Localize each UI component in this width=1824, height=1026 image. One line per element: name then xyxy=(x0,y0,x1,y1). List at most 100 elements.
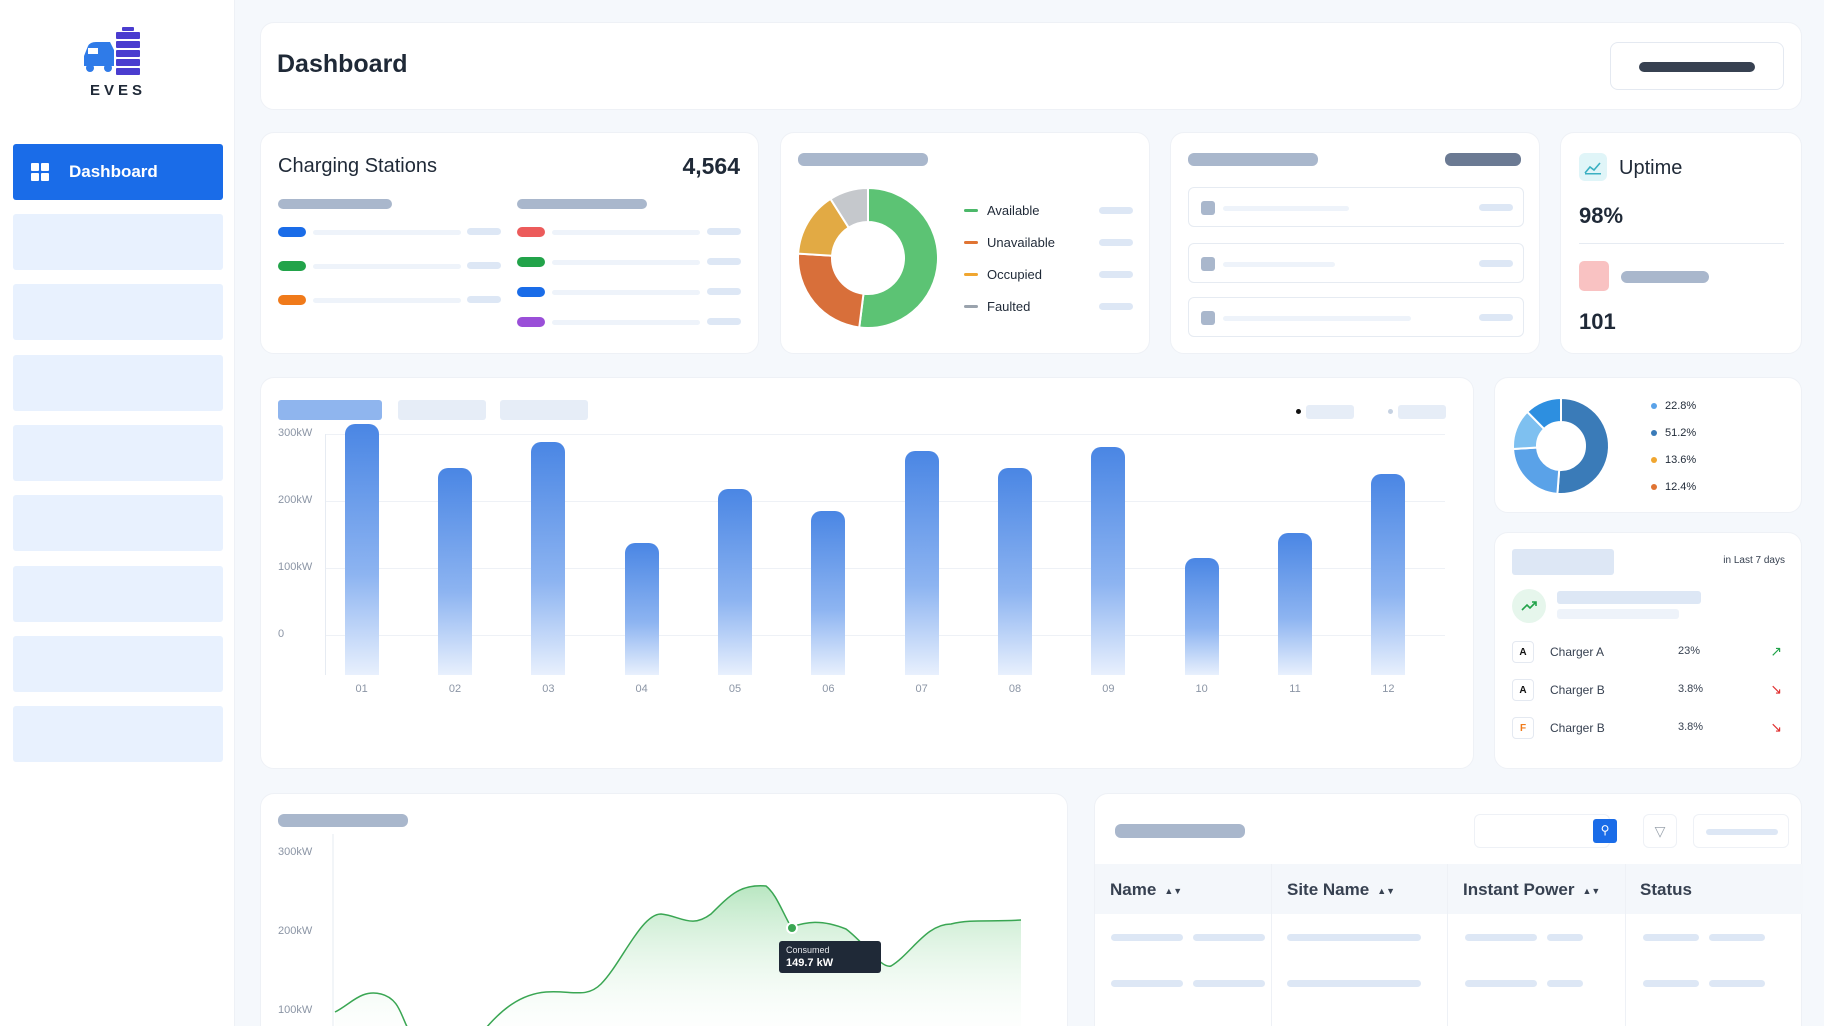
y-tick-label: 200kW xyxy=(278,494,313,506)
status-donut-chart xyxy=(797,187,939,329)
grid-line xyxy=(325,434,1445,435)
trend-up-icon: ↗ xyxy=(1770,643,1782,659)
trend-down-icon: ↘ xyxy=(1770,681,1782,697)
chart-point[interactable] xyxy=(786,922,798,934)
chart-bar[interactable] xyxy=(1091,446,1126,675)
legend-faulted: Faulted xyxy=(964,299,1030,314)
sidebar-item[interactable] xyxy=(13,636,223,692)
filter-select[interactable] xyxy=(1693,814,1789,848)
donut-slice[interactable] xyxy=(1556,396,1610,495)
x-tick-label: 12 xyxy=(1382,683,1395,695)
share-item: 13.6% xyxy=(1651,454,1696,466)
filter-icon[interactable]: ▽ xyxy=(1643,814,1677,848)
chart-bar[interactable] xyxy=(718,488,752,675)
brand-logo[interactable]: EVES xyxy=(80,26,156,106)
column-header-name[interactable]: Name ▲▼ xyxy=(1110,880,1183,899)
trend-down-icon: ↘ xyxy=(1770,719,1782,735)
share-card: 22.8% 51.2% 13.6% 12.4% xyxy=(1494,377,1802,513)
grid-icon xyxy=(31,163,49,181)
bar-chart: 300kW 200kW 100kW 0 01 02 03 04 05 06 07 08 09 10 11 12 xyxy=(261,378,1475,770)
sidebar: EVES Dashboard xyxy=(0,0,235,1026)
uptime-chart-icon xyxy=(1579,153,1607,181)
chart-tab[interactable] xyxy=(398,400,486,420)
sidebar-item[interactable] xyxy=(13,706,223,762)
uptime-count: 101 xyxy=(1579,309,1616,334)
column-header-status[interactable]: Status xyxy=(1640,880,1692,899)
sidebar-item[interactable] xyxy=(13,425,223,481)
x-tick-label: 03 xyxy=(542,683,555,695)
donut-slice[interactable] xyxy=(797,252,865,329)
x-tick-label: 06 xyxy=(822,683,835,695)
sort-icon[interactable]: ▲▼ xyxy=(1582,885,1601,896)
legend-available: Available xyxy=(964,203,1040,218)
y-tick-label: 0 xyxy=(278,628,285,640)
chart-bar[interactable] xyxy=(904,451,939,675)
sidebar-item[interactable] xyxy=(13,495,223,551)
table-card: ⚲ ▽ xyxy=(1094,793,1803,1026)
share-item: 22.8% xyxy=(1651,400,1696,412)
column-header-instant-power[interactable]: Instant Power ▲▼ xyxy=(1463,880,1601,899)
x-tick-label: 02 xyxy=(448,683,462,695)
share-item: 12.4% xyxy=(1651,481,1696,493)
chart-tab-active[interactable] xyxy=(278,400,382,420)
list-item[interactable]: F Charger B 3.8% ↘ xyxy=(1512,717,1792,741)
search-icon[interactable]: ⚲ xyxy=(1593,819,1617,843)
sidebar-item[interactable] xyxy=(13,284,223,340)
x-tick-label: 05 xyxy=(728,683,742,695)
trend-up-icon xyxy=(1512,589,1546,623)
chart-bar[interactable] xyxy=(1278,533,1312,675)
y-tick-label: 100kW xyxy=(278,561,313,573)
list-item[interactable]: A Charger B 3.8% ↘ xyxy=(1512,679,1792,703)
chart-tooltip: Consumed 149.7 kW xyxy=(779,941,881,973)
x-tick-label: 08 xyxy=(1008,683,1022,695)
list-row[interactable] xyxy=(1188,187,1524,227)
table-header xyxy=(1095,864,1803,914)
line-chart-card: 300kW 200kW 100kW Consumed 149.7 kW xyxy=(260,793,1068,1026)
sidebar-item[interactable] xyxy=(13,355,223,411)
bar-chart-card: 300kW 200kW 100kW 0 01 02 03 04 05 06 07 08 09 10 11 12 xyxy=(260,377,1474,769)
donut-slice[interactable] xyxy=(1525,396,1562,431)
x-tick-label: 10 xyxy=(1195,683,1208,695)
chart-bar[interactable] xyxy=(998,468,1032,675)
sidebar-item[interactable] xyxy=(13,566,223,622)
grid-line xyxy=(325,501,1445,502)
list-row[interactable] xyxy=(1188,243,1524,283)
donut-slice[interactable] xyxy=(1512,446,1561,495)
search-input[interactable]: ⚲ xyxy=(1474,814,1617,848)
legend-occupied: Occupied xyxy=(964,267,1042,282)
grid-line xyxy=(325,635,1445,636)
chart-bar[interactable] xyxy=(811,511,846,675)
header-action-button[interactable] xyxy=(1610,42,1784,90)
chart-bar[interactable] xyxy=(344,423,379,675)
donut-slice[interactable] xyxy=(858,187,939,329)
sidebar-item-label: Dashboard xyxy=(69,162,158,181)
x-tick-label: 09 xyxy=(1102,683,1115,695)
chart-bar[interactable] xyxy=(531,442,566,675)
header-card xyxy=(260,22,1802,110)
grid-line xyxy=(325,568,1445,569)
share-donut-chart xyxy=(1512,396,1610,495)
column-header-site-name[interactable]: Site Name ▲▼ xyxy=(1287,880,1396,899)
chart-bar[interactable] xyxy=(624,542,659,675)
donut-slice[interactable] xyxy=(829,187,869,229)
sort-icon[interactable]: ▲▼ xyxy=(1164,885,1183,896)
consumption-line-chart xyxy=(332,834,1022,1026)
list-item[interactable]: A Charger A 23% ↗ xyxy=(1512,641,1792,665)
share-item: 51.2% xyxy=(1651,427,1696,439)
y-tick-label: 300kW xyxy=(278,427,313,439)
list-row[interactable] xyxy=(1188,297,1524,337)
x-tick-label: 04 xyxy=(635,683,648,695)
x-tick-label: 01 xyxy=(355,683,368,695)
uptime-card: Uptime 98% 101 xyxy=(1560,132,1802,354)
chart-tab[interactable] xyxy=(500,400,588,420)
sidebar-item[interactable] xyxy=(13,214,223,270)
page-title: Dashboard xyxy=(277,50,408,78)
sort-icon[interactable]: ▲▼ xyxy=(1377,885,1396,896)
sidebar-item-dashboard[interactable]: Dashboard xyxy=(13,144,223,200)
chart-bar[interactable] xyxy=(1184,557,1219,675)
x-tick-label: 07 xyxy=(915,683,928,695)
chart-bar[interactable] xyxy=(1371,474,1406,675)
charging-stations-card: Charging Stations 4,564 xyxy=(260,132,759,354)
chart-bar[interactable] xyxy=(438,467,472,675)
uptime-title: Uptime xyxy=(1619,157,1683,179)
